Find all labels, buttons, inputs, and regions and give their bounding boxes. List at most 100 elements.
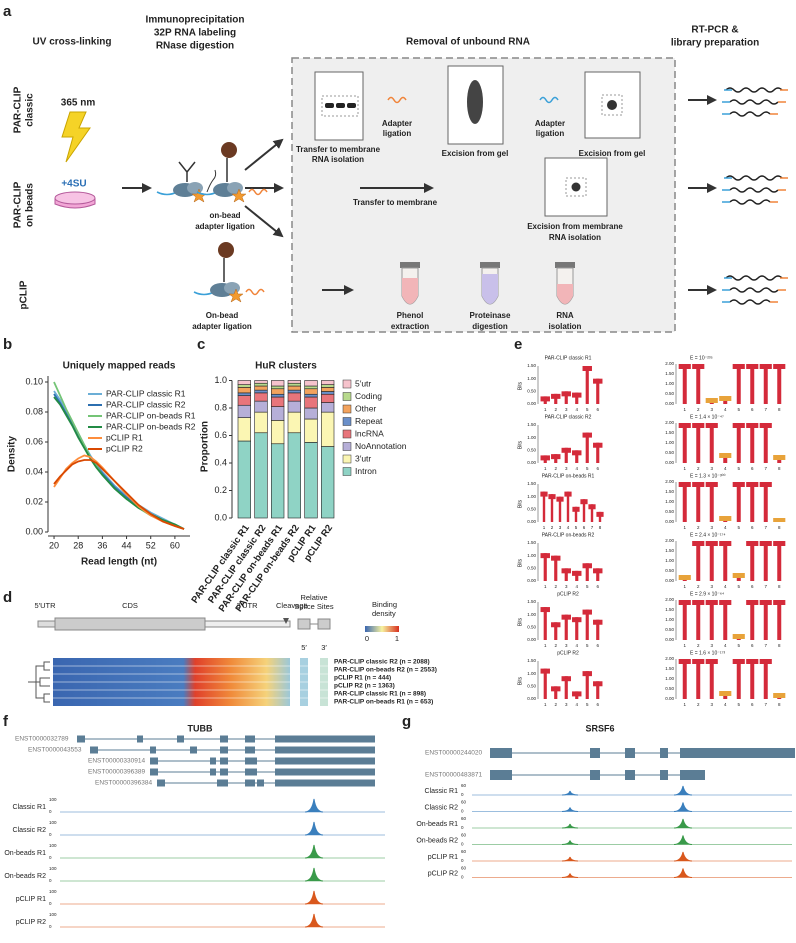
position-label: 7 <box>764 525 767 530</box>
logo-stem <box>682 423 687 463</box>
exon <box>275 757 375 765</box>
logo-stem <box>554 393 558 404</box>
bar-segment <box>304 393 318 398</box>
logo-cap <box>596 511 604 517</box>
heatmap-row-label: PAR-CLIP on-beads R1 (n = 653) <box>334 699 433 706</box>
logo-cap <box>678 600 691 605</box>
step-label: ligation <box>536 129 565 138</box>
logo-cap <box>773 518 786 522</box>
position-label: 6 <box>751 466 754 471</box>
y-tick-label: 0.4 <box>214 457 227 467</box>
scale-label: 0 <box>461 858 464 863</box>
heatmap-row-label: PAR-CLIP on-beads R2 (n = 2553) <box>334 667 437 674</box>
wavelength: 365 nm <box>61 98 96 109</box>
logo-stem <box>575 392 579 404</box>
logo-cap <box>719 541 732 546</box>
step-label: isolation <box>549 322 582 331</box>
y-tick-label: 0.50 <box>527 389 536 394</box>
tube <box>554 261 576 305</box>
scale-label: 100 <box>49 843 57 848</box>
step-header: RT-PCR & <box>691 25 738 36</box>
exon <box>317 618 331 630</box>
transcript-label: ENST00000244020 <box>425 750 482 757</box>
legend-label: Intron <box>355 466 377 476</box>
y-tick-label: 0.00 <box>527 519 536 524</box>
step-label: Transfer to membrane <box>296 145 381 154</box>
panel-label: d <box>3 589 12 606</box>
logo-cap <box>551 393 561 399</box>
position-label: 6 <box>596 643 599 648</box>
y-tick-label: 2.00 <box>665 656 674 661</box>
logo-cap <box>540 491 548 497</box>
position-label: 4 <box>575 643 578 648</box>
y-tick-label: 0.08 <box>25 406 43 416</box>
series-line <box>53 459 185 530</box>
position-label: 6 <box>596 702 599 707</box>
excision <box>601 94 623 116</box>
position-label: 8 <box>778 525 781 530</box>
y-tick-label: 0.00 <box>527 401 536 406</box>
step-header: library preparation <box>671 38 759 49</box>
heatmap-row-label: pCLIP R2 (n = 1363) <box>334 683 395 690</box>
track-label: On-beads R2 <box>416 837 458 844</box>
bar-segment <box>304 442 318 519</box>
position-label: 2 <box>697 407 700 412</box>
track-peak <box>561 868 693 878</box>
logo-stem <box>564 391 568 404</box>
y-tick-label: 0.00 <box>665 519 674 524</box>
position-label: 6 <box>751 584 754 589</box>
motif-evalue: E = 2.9 × 10⁻⁶⁴ <box>690 591 724 597</box>
logo-cap <box>719 453 732 458</box>
motif-evalue: E = 1.3 × 10⁻³⁰⁰ <box>690 473 726 479</box>
bar-segment <box>271 443 285 519</box>
legend-swatch <box>342 379 352 389</box>
splice-title: Splice Sites <box>294 602 333 611</box>
logo-stem <box>585 432 589 463</box>
position-label: 4 <box>724 466 727 471</box>
exon <box>220 757 228 765</box>
logo-cap <box>561 447 571 453</box>
on-bead-icon <box>193 242 265 303</box>
y-tick-label: 0.50 <box>665 627 674 632</box>
splice-title: Relative <box>300 593 327 602</box>
bar-segment <box>321 402 335 413</box>
y-tick-label: 1.50 <box>527 658 536 663</box>
logo-cap <box>678 423 691 428</box>
y-tick-label: 2.00 <box>665 597 674 602</box>
adapter <box>387 96 407 104</box>
y-tick-label: 1.00 <box>527 612 536 617</box>
logo-cap <box>705 482 718 487</box>
adapter <box>539 96 559 104</box>
panel-label: b <box>3 336 12 353</box>
y-axis-label: Bits <box>517 381 523 390</box>
y-tick-label: 0.00 <box>527 460 536 465</box>
y-tick-label: 0.00 <box>665 578 674 583</box>
logo-cap <box>759 600 772 605</box>
logo-stem <box>585 671 589 699</box>
logo-cap <box>746 541 759 546</box>
logo-stem <box>554 686 558 699</box>
position-label: 4 <box>724 525 727 530</box>
scale-label: 0 <box>461 809 464 814</box>
row-label: PAR-CLIP <box>13 86 24 133</box>
y-tick-label: 0.50 <box>665 391 674 396</box>
logo-cap <box>705 541 718 546</box>
step-header: 32P RNA labeling <box>154 28 236 39</box>
scale-label: 0 <box>461 875 464 880</box>
logo-stem <box>542 491 546 522</box>
exon <box>625 770 635 780</box>
logo-cap <box>572 617 582 623</box>
y-tick-label: 0.04 <box>25 466 43 476</box>
logo-stem <box>736 482 741 522</box>
exon <box>275 779 375 787</box>
bar-segment <box>287 385 301 391</box>
logo-stem <box>763 364 768 404</box>
logo-cap <box>759 659 772 664</box>
position-label: 6 <box>596 407 599 412</box>
y-tick-label: 0.00 <box>527 637 536 642</box>
x-tick-label: 36 <box>97 540 107 550</box>
logo-cap <box>551 555 561 561</box>
position-label: 5 <box>586 407 589 412</box>
bar-segment <box>321 387 335 392</box>
arrow <box>244 205 284 238</box>
